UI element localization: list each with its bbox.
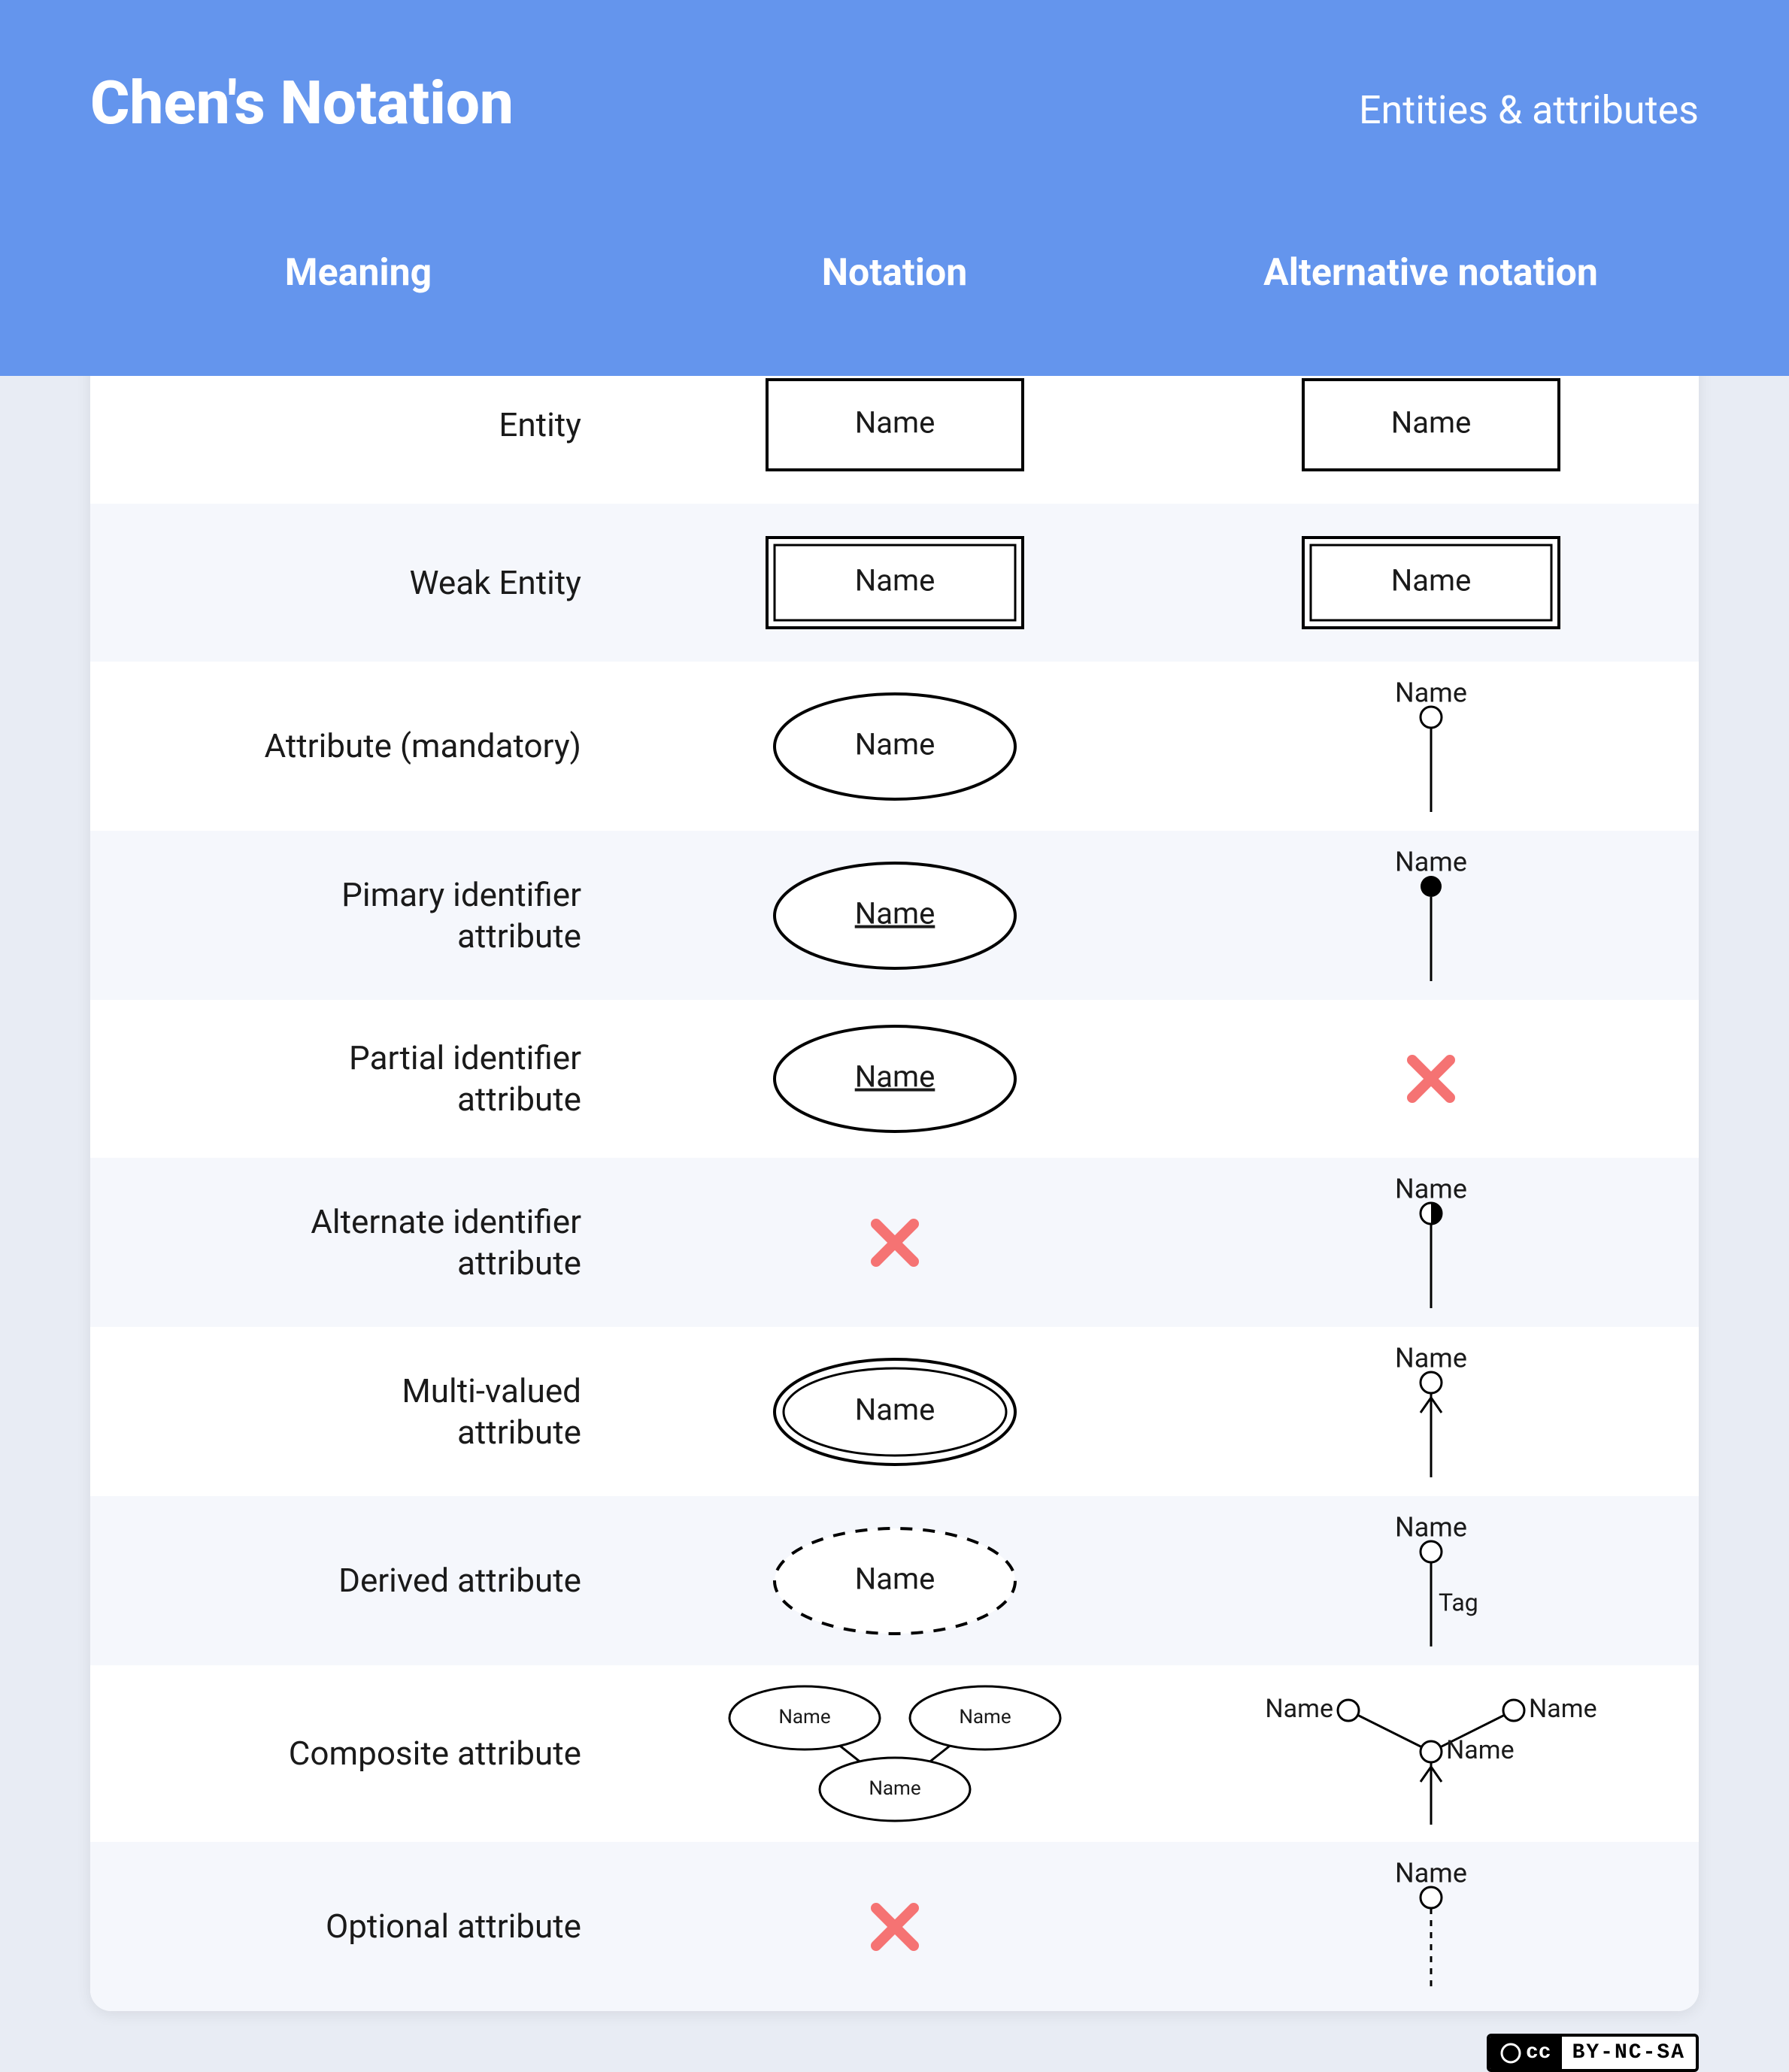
license-text: BY-NC-SA [1562,2037,1696,2069]
rect-double-icon: Name [707,519,1083,647]
svg-text:Name: Name [854,1561,935,1596]
column-headers: Meaning Notation Alternative notation [90,251,1699,295]
alt-notation-cell: Name [1163,677,1699,816]
svg-text:Name: Name [854,895,935,931]
alt-notation-cell: Name Name Name [1163,1680,1699,1827]
table-row: Derived attribute Name Name Tag [90,1496,1699,1665]
svg-text:Tag: Tag [1439,1588,1478,1616]
page-subtitle: Entities & attributes [1359,87,1699,133]
notation-table: EntityNameNameWeak EntityNameNameAttribu… [90,346,1699,2011]
svg-text:Name: Name [1395,1174,1467,1205]
ellipse-dashed-icon: Name [707,1517,1083,1645]
pin-icon: Name [1333,1173,1529,1312]
svg-text:Name: Name [854,1392,935,1427]
notation-cell [626,1897,1163,1957]
alt-notation-cell: Name [1163,519,1699,647]
table-row: Optional attribute Name [90,1842,1699,2011]
meaning-cell: Pimary identifierattribute [90,874,626,957]
svg-text:Name: Name [854,1059,935,1095]
title-row: Chen's Notation Entities & attributes [90,68,1699,138]
rect-icon: Name [1243,361,1619,489]
rect-icon: Name [707,361,1083,489]
table-row: Attribute (mandatory) Name Name [90,662,1699,831]
alt-notation-cell: Name [1163,1173,1699,1312]
meaning-cell: Attribute (mandatory) [90,726,626,767]
table-row: Weak Entity Name Name [90,504,1699,662]
svg-text:Name: Name [1265,1694,1333,1724]
page-title: Chen's Notation [90,68,514,138]
alt-notation-cell: Name [1163,361,1699,489]
ellipse-icon: Name [707,683,1083,810]
notation-cell: Name [626,361,1163,489]
notation-cell: Name [626,1517,1163,1645]
svg-text:Name: Name [854,726,935,762]
table-row: Multi-valuedattribute Name Name [90,1327,1699,1496]
cross-icon [865,1897,925,1957]
meaning-cell: Derived attribute [90,1560,626,1601]
col-meaning: Meaning [90,251,626,295]
ellipse-double-icon: Name [707,1348,1083,1476]
meaning-cell: Composite attribute [90,1733,626,1774]
col-alternative: Alternative notation [1163,251,1699,295]
svg-text:Name: Name [1446,1735,1515,1765]
svg-text:Name: Name [1395,1512,1467,1543]
notation-cell: Name [626,1348,1163,1476]
notation-cell: Name Name Name [626,1680,1163,1827]
ellipse-dotted-icon: Name [707,1015,1083,1143]
license-cc-icon: cc [1490,2037,1562,2069]
svg-text:Name: Name [1395,1858,1467,1889]
table-row: Composite attributeNameNameNameNameNameN… [90,1665,1699,1842]
svg-text:Name: Name [1529,1694,1597,1724]
table-row: Pimary identifierattribute Name Name [90,831,1699,1000]
composite-ellipses-icon: Name Name Name [707,1680,1083,1827]
table-row: Partial identifierattribute Name [90,1000,1699,1158]
alt-notation-cell: Name [1163,1857,1699,1996]
svg-text:Name: Name [1395,1343,1467,1374]
alt-notation-cell: Name [1163,1342,1699,1481]
rect-double-icon: Name [1243,519,1619,647]
meaning-cell: Weak Entity [90,562,626,604]
license-badge: cc BY-NC-SA [1487,2034,1699,2072]
svg-text:Name: Name [869,1777,920,1800]
svg-text:Name: Name [1395,677,1467,709]
meaning-cell: Alternate identifierattribute [90,1201,626,1284]
meaning-cell: Partial identifierattribute [90,1038,626,1120]
pin-icon: Name [1333,677,1529,816]
cross-icon [865,1213,925,1273]
svg-text:Name: Name [1390,563,1471,598]
alt-notation-cell: Name Tag [1163,1511,1699,1650]
cross-icon [1401,1049,1461,1109]
alt-notation-cell [1163,1049,1699,1109]
col-notation: Notation [626,251,1163,295]
notation-cell [626,1213,1163,1273]
pin-icon: Name [1333,1857,1529,1996]
notation-cell: Name [626,683,1163,810]
pin-icon: Name [1333,1342,1529,1481]
svg-text:Name: Name [778,1706,830,1728]
svg-text:Name: Name [854,405,935,441]
alt-notation-cell: Name [1163,846,1699,985]
meaning-cell: Optional attribute [90,1906,626,1947]
footer: cc BY-NC-SA [0,2011,1789,2072]
svg-text:Name: Name [1395,847,1467,878]
ellipse-underline-icon: Name [707,852,1083,980]
composite-pins-icon: Name Name Name [1243,1680,1619,1827]
pin-icon: Name [1333,846,1529,985]
header: Chen's Notation Entities & attributes Me… [0,0,1789,376]
svg-text:Name: Name [959,1706,1011,1728]
meaning-cell: Entity [90,404,626,446]
notation-cell: Name [626,852,1163,980]
notation-cell: Name [626,519,1163,647]
meaning-cell: Multi-valuedattribute [90,1371,626,1453]
svg-text:Name: Name [854,563,935,598]
svg-text:Name: Name [1390,405,1471,441]
table-row: Alternate identifierattribute Name [90,1158,1699,1327]
pin-icon: Name Tag [1333,1511,1529,1650]
notation-cell: Name [626,1015,1163,1143]
